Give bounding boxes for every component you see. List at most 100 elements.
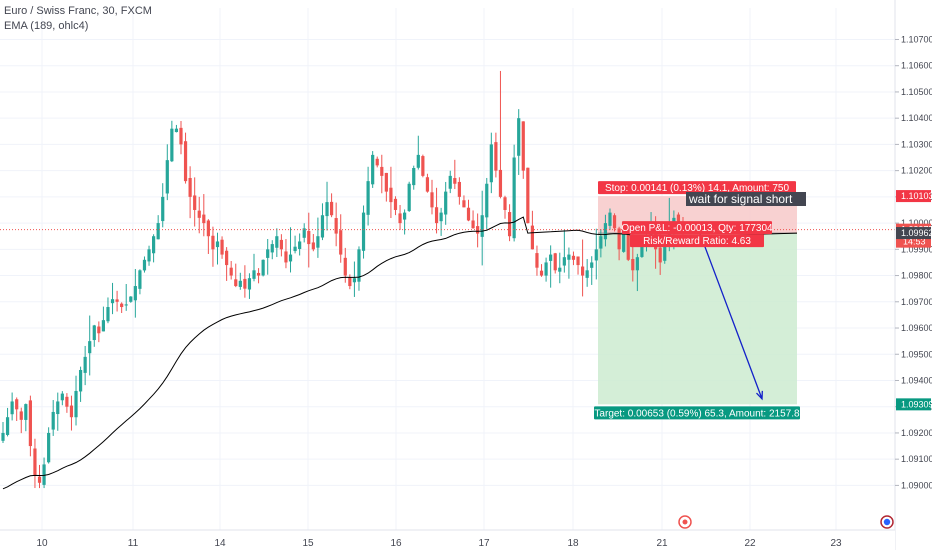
candle-body: [594, 249, 598, 261]
candle-body: [325, 202, 329, 217]
candle-body: [412, 168, 416, 186]
candle-body: [567, 254, 571, 260]
candle-body: [535, 253, 539, 268]
timezone-globe-icon[interactable]: [880, 515, 894, 529]
candle-body: [361, 212, 366, 251]
candle-body: [170, 128, 174, 162]
target-price-tag-text: 1.09309: [901, 399, 932, 409]
candle-body: [279, 239, 283, 250]
note-callout[interactable]: wait for signal short: [686, 192, 806, 206]
time-tick-label: 21: [656, 538, 668, 549]
price-axis[interactable]: 1.090001.091001.092001.093001.094001.095…: [894, 0, 932, 550]
candle-body: [270, 244, 274, 253]
candle-body: [471, 220, 475, 229]
candle-body: [124, 304, 128, 306]
candle-body: [348, 277, 352, 287]
ema-line: [2, 216, 798, 490]
candle-body: [261, 259, 265, 276]
target-label[interactable]: Target: 0.00653 (0.59%) 65.3, Amount: 21…: [594, 406, 800, 420]
candle-body: [676, 214, 681, 224]
candle-body: [161, 196, 165, 222]
event-marker-icon[interactable]: [678, 515, 692, 529]
candle-body: [316, 236, 320, 248]
candle-body: [558, 267, 562, 272]
candle-body: [174, 128, 179, 133]
candle-body: [553, 253, 557, 271]
stop-price-tag[interactable]: 1.10103: [896, 190, 932, 203]
target-price-tag[interactable]: 1.09309: [896, 398, 932, 411]
candle-body: [612, 215, 617, 229]
overlays[interactable]: Stop: 0.00141 (0.13%) 14.1, Amount: 750 O…: [0, 181, 895, 420]
candle-body: [74, 390, 78, 418]
time-tick-label: 17: [478, 538, 490, 549]
candle-body: [517, 118, 521, 156]
time-tick-label: 11: [128, 538, 139, 549]
candle-body: [507, 212, 512, 237]
candles: [1, 70, 685, 489]
candle-body: [193, 195, 197, 210]
price-tick-label: 1.10600: [901, 61, 932, 71]
candle-body: [120, 303, 124, 308]
candle-body: [311, 242, 315, 250]
candle-body: [599, 236, 603, 249]
time-axis-bg: [0, 530, 895, 550]
candle-body: [485, 183, 489, 218]
candle-body: [398, 213, 402, 224]
candle-body: [183, 141, 188, 182]
candle-body: [640, 244, 644, 257]
candle-body: [129, 296, 133, 302]
candle-body: [434, 207, 439, 224]
entry-label[interactable]: Open P&L: -0.00013, Qty: 177304: [621, 221, 773, 235]
ema-price-tag[interactable]: 1.09962: [896, 227, 932, 240]
candle-body: [106, 307, 110, 322]
candle-body: [571, 255, 576, 260]
time-tick-label: 23: [830, 538, 842, 549]
candle-body: [24, 404, 28, 420]
candle-body: [375, 158, 379, 166]
price-tick-label: 1.09500: [901, 349, 932, 359]
candle-body: [489, 144, 493, 183]
time-tick-label: 10: [36, 538, 48, 549]
stop-label[interactable]: Stop: 0.00141 (0.13%) 14.1, Amount: 750: [598, 181, 796, 195]
candle-body: [197, 210, 201, 218]
target-zone[interactable]: [598, 233, 797, 405]
time-axis[interactable]: 10 11 14 15 16 17 18 21 22 23: [0, 515, 895, 550]
price-tick-label: 1.10300: [901, 139, 932, 149]
candle-body: [133, 286, 137, 301]
candle-body: [626, 232, 630, 260]
candle-body: [498, 169, 503, 197]
candle-body: [416, 154, 420, 168]
candle-body: [243, 278, 247, 289]
candle-body: [430, 192, 434, 208]
candle-body: [530, 225, 534, 250]
candle-body: [608, 212, 612, 226]
candle-body: [380, 166, 384, 176]
candle-body: [448, 175, 452, 189]
candle-body: [389, 187, 393, 203]
candle-body: [293, 246, 297, 252]
candle-body: [51, 411, 55, 430]
entry-label-bg: [622, 221, 772, 235]
target-price-tag-bg: [896, 398, 931, 411]
globe-core: [883, 518, 891, 526]
time-tick-label: 16: [390, 538, 402, 549]
ema-line-path[interactable]: [2, 216, 798, 490]
candle-body: [320, 215, 325, 238]
candle-body: [60, 393, 64, 401]
candle-body: [97, 326, 101, 334]
candle-body: [15, 399, 19, 410]
candle-body: [10, 401, 14, 415]
candle-body: [115, 299, 119, 302]
candle-body: [101, 320, 106, 332]
ratio-label[interactable]: Risk/Reward Ratio: 4.63: [630, 234, 764, 248]
candle-body: [1, 432, 5, 441]
candle-body: [238, 280, 242, 287]
candle-body: [165, 160, 169, 194]
candle-body: [480, 215, 484, 237]
projection-arrow[interactable]: [699, 233, 763, 400]
time-tick-label: 22: [744, 538, 756, 549]
price-tick-label: 1.10400: [901, 113, 932, 123]
ratio-label-text: Risk/Reward Ratio: 4.63: [643, 236, 751, 247]
stop-label-text: Stop: 0.00141 (0.13%) 14.1, Amount: 750: [605, 183, 789, 194]
